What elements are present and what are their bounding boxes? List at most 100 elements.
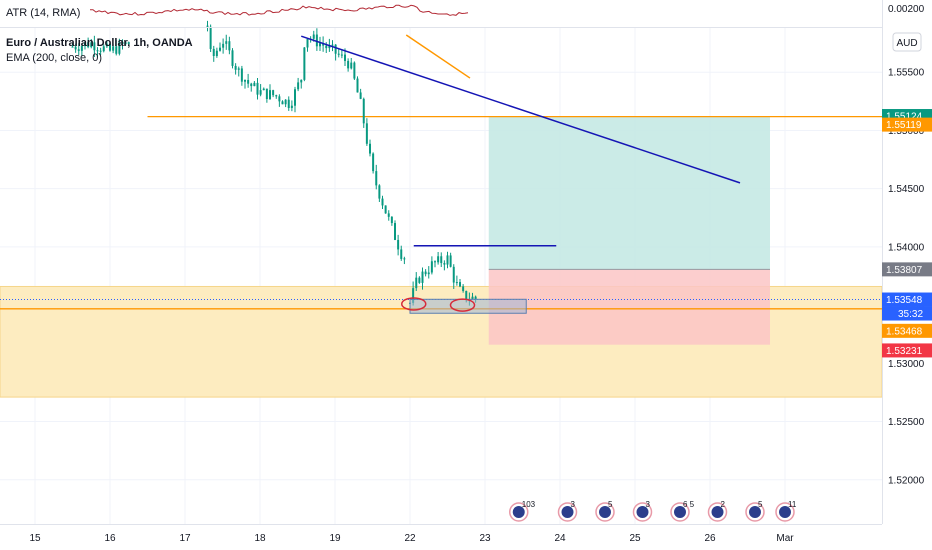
- candle-body: [278, 96, 281, 102]
- candle-body: [359, 92, 362, 99]
- flag-icon: [674, 506, 686, 518]
- price-tick-label: 1.52000: [888, 475, 925, 486]
- currency-button[interactable]: AUD: [892, 32, 922, 52]
- candle-body: [315, 34, 318, 47]
- event-marker[interactable]: 5: [595, 500, 615, 522]
- candle-body: [253, 82, 256, 87]
- event-marker[interactable]: 2: [707, 500, 728, 522]
- time-tick-label: 18: [254, 533, 266, 544]
- candle-body: [244, 79, 246, 82]
- time-tick-label: 25: [629, 533, 641, 544]
- candle-body: [340, 54, 343, 56]
- candle-body: [312, 34, 315, 39]
- event-count-label: 5: [758, 500, 763, 509]
- candle-body: [362, 98, 365, 124]
- time-tick-label: 17: [179, 533, 191, 544]
- candle-body: [378, 185, 381, 199]
- candle-body: [99, 50, 102, 52]
- candle-body: [424, 271, 427, 275]
- candle-body: [240, 68, 243, 82]
- event-count-label: 2: [721, 500, 726, 509]
- price-tag-label: 1.53807: [886, 265, 923, 276]
- candle-body: [247, 79, 250, 84]
- candle-body: [334, 44, 337, 54]
- candle-body: [259, 90, 262, 95]
- event-marker[interactable]: 11: [775, 500, 797, 522]
- circle-marker[interactable]: [449, 298, 476, 312]
- price-tag-label: 1.53548: [886, 295, 923, 306]
- ema-legend[interactable]: EMA (200, close, 0): [6, 52, 102, 64]
- economic-events[interactable]: 103 3 5 3 6 5 2 5 11: [509, 500, 797, 522]
- position-profit-zone[interactable]: [488, 116, 770, 270]
- candle-body: [369, 143, 371, 154]
- candle-body: [437, 256, 440, 263]
- candle-body: [300, 79, 303, 83]
- time-tick-label: 26: [704, 533, 716, 544]
- position-loss-zone[interactable]: [488, 269, 770, 345]
- price-axis[interactable]: [882, 0, 932, 524]
- candle-body: [455, 282, 458, 284]
- candle-body: [297, 82, 300, 90]
- candle-body: [250, 83, 253, 87]
- event-count-label: 6 5: [683, 500, 695, 509]
- candle-body: [222, 43, 225, 48]
- candle-body: [319, 43, 321, 47]
- candle-body: [281, 101, 284, 105]
- time-tick-label: 19: [329, 533, 341, 544]
- candle-body: [306, 38, 309, 48]
- candle-body: [356, 78, 359, 93]
- candle-body: [350, 62, 353, 69]
- blue-trendline[interactable]: [301, 35, 741, 184]
- price-tag-background: [882, 117, 932, 132]
- time-axis-ticks: 15161718192223242526Mar2: [29, 533, 794, 544]
- candle-body: [427, 272, 430, 275]
- candle-body: [328, 45, 331, 49]
- candle-body: [452, 266, 455, 283]
- price-tag-background: [882, 323, 932, 338]
- candle-body: [322, 43, 325, 46]
- time-tick-label: 24: [554, 533, 566, 544]
- event-marker[interactable]: 5: [745, 500, 765, 522]
- candle-body: [446, 255, 449, 265]
- circle-markers[interactable]: [401, 297, 476, 312]
- event-marker[interactable]: 103: [509, 500, 536, 522]
- orange-trendline[interactable]: [405, 34, 471, 79]
- event-marker[interactable]: 3: [632, 500, 653, 522]
- circle-marker[interactable]: [401, 297, 427, 311]
- time-tick-label: 23: [479, 533, 491, 544]
- event-count-label: 103: [522, 500, 536, 509]
- candle-body: [209, 26, 212, 49]
- candle-body: [90, 42, 93, 48]
- symbol-legend[interactable]: Euro / Australian Dollar, 1h, OANDA: [6, 37, 193, 49]
- candle-body: [127, 42, 130, 45]
- candle-body: [118, 42, 121, 54]
- price-tag-background: [882, 343, 932, 358]
- candle-body: [375, 171, 378, 186]
- time-axis[interactable]: [0, 524, 932, 550]
- candle-body: [84, 42, 86, 47]
- flag-icon: [512, 506, 525, 518]
- candle-body: [265, 88, 268, 99]
- event-marker[interactable]: 3: [557, 500, 578, 522]
- price-tick-label: 1.54500: [888, 184, 925, 195]
- atr-axis-value: 0.00200: [888, 4, 925, 15]
- price-tag-background: [882, 292, 932, 307]
- candle-body: [237, 68, 240, 70]
- atr-legend[interactable]: ATR (14, RMA): [6, 7, 80, 19]
- candle-body: [303, 47, 306, 80]
- candle-body: [387, 213, 390, 217]
- event-marker[interactable]: 6 5: [670, 500, 695, 522]
- candle-body: [215, 50, 218, 56]
- price-tick-label: 1.54000: [888, 242, 925, 253]
- candle-body: [115, 46, 118, 54]
- countdown-label: 35:32: [898, 309, 923, 320]
- candle-body: [347, 60, 350, 69]
- candle-body: [275, 95, 278, 97]
- event-count-label: 3: [571, 500, 576, 509]
- candle-body: [394, 223, 396, 240]
- candle-body: [412, 288, 415, 303]
- price-tag-label: 1.53468: [886, 326, 923, 337]
- candle-body: [449, 255, 452, 267]
